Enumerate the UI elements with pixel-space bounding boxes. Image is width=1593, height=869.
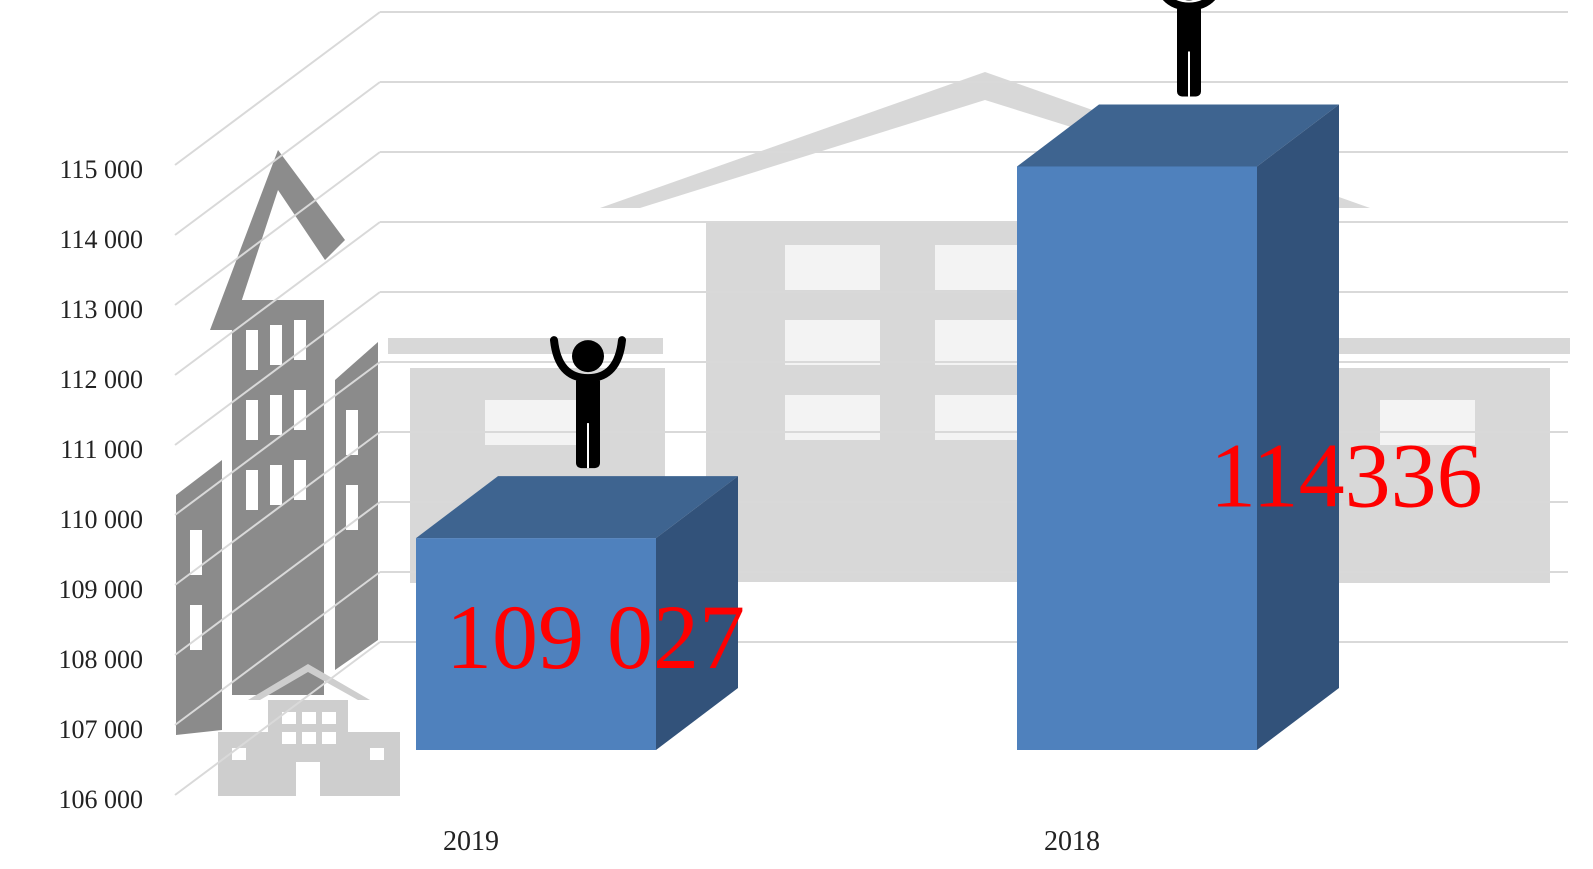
chart: 106 000 107 000 108 000 109 000 110 000 111 0… bbox=[0, 0, 1593, 869]
y-tick-label: 110 000 bbox=[59, 505, 143, 534]
grid-line-side bbox=[175, 12, 380, 165]
y-tick-label: 112 000 bbox=[59, 365, 143, 394]
grid-line-side bbox=[175, 82, 380, 235]
page: {"chart_data": { "type": "bar3d", "categ… bbox=[0, 0, 1593, 869]
y-tick-label: 113 000 bbox=[59, 295, 143, 324]
y-tick-label: 111 000 bbox=[60, 435, 143, 464]
y-tick-label: 115 000 bbox=[59, 155, 143, 184]
value-label: 109 027 bbox=[446, 586, 745, 688]
y-tick-label: 106 000 bbox=[59, 785, 144, 814]
y-tick-label: 109 000 bbox=[59, 575, 144, 604]
y-tick-label: 107 000 bbox=[59, 715, 144, 744]
person-head bbox=[572, 340, 604, 372]
value-label: 114336 bbox=[1210, 424, 1483, 526]
x-tick-label: 2018 bbox=[1044, 826, 1100, 857]
y-tick-label: 108 000 bbox=[59, 645, 144, 674]
x-tick-label: 2019 bbox=[443, 826, 499, 857]
y-tick-label: 114 000 bbox=[59, 225, 143, 254]
